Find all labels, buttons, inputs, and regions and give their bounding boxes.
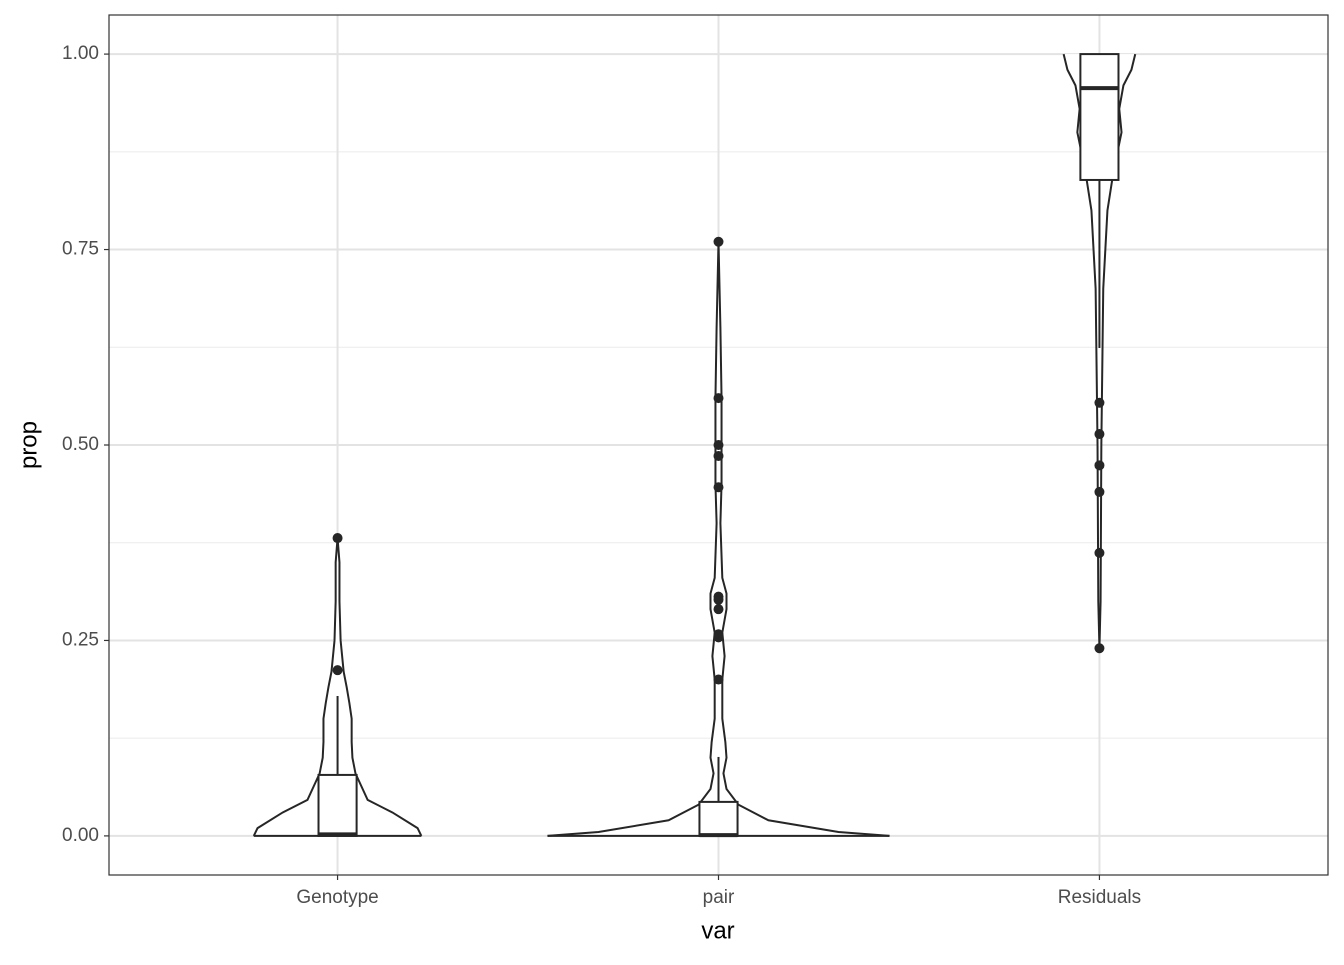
x-tick-label: pair	[703, 887, 735, 908]
x-tick-label: Residuals	[1058, 887, 1141, 908]
outlier	[332, 533, 343, 544]
y-tick-label: 0.75	[62, 239, 99, 260]
outlier	[713, 482, 724, 493]
violin-left	[1062, 53, 1101, 649]
outlier	[1094, 486, 1105, 497]
outlier	[1094, 643, 1105, 654]
outlier	[713, 393, 724, 404]
y-tick-label: 0.50	[62, 434, 99, 455]
violin-fill	[1063, 54, 1136, 649]
y-tick-label: 0.00	[62, 825, 99, 846]
violin-fill	[253, 538, 422, 836]
outlier	[713, 450, 724, 461]
outlier	[1094, 397, 1105, 408]
y-tick-label: 1.00	[62, 43, 99, 64]
outlier	[332, 665, 343, 676]
outlier	[1094, 429, 1105, 440]
outlier	[713, 604, 724, 615]
box	[698, 800, 739, 837]
outlier	[713, 236, 724, 247]
outlier	[713, 629, 724, 640]
box	[317, 773, 358, 837]
y-tick-label: 0.25	[62, 629, 99, 650]
marks	[252, 53, 1137, 838]
outlier	[713, 440, 724, 450]
outlier	[1094, 460, 1105, 471]
x-tick-label: Genotype	[296, 887, 378, 908]
violin-right	[336, 537, 423, 837]
outlier	[1094, 547, 1105, 558]
violin-fill	[547, 241, 890, 836]
box	[1079, 53, 1120, 181]
x-axis-title: var	[701, 917, 734, 944]
y-axis-title: prop	[15, 421, 42, 469]
outlier	[713, 674, 724, 685]
violin-left	[252, 537, 339, 837]
outlier	[713, 591, 724, 602]
violin-right	[1098, 53, 1137, 649]
